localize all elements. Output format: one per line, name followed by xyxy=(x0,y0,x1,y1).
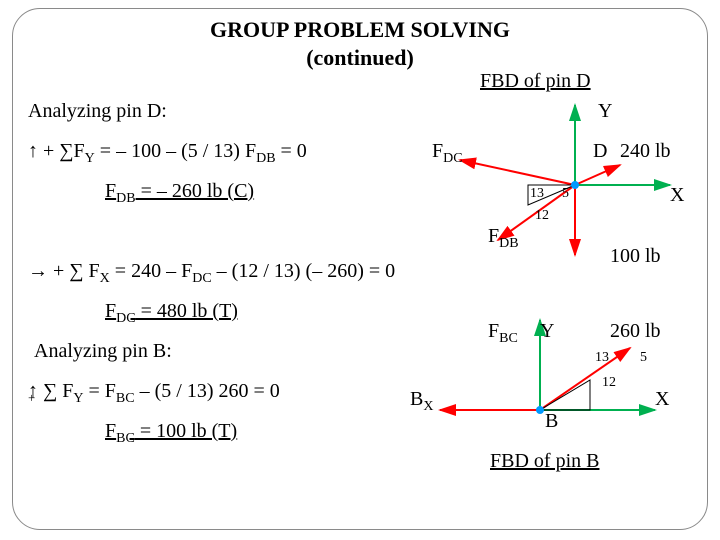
res3-pre: F xyxy=(105,420,116,442)
slide: GROUP PROBLEM SOLVING (continued) Analyz… xyxy=(0,0,720,540)
title-line2: (continued) xyxy=(306,45,414,70)
res2-end: = 480 lb (T) xyxy=(136,300,238,322)
fbd-b-fbc: FBC xyxy=(488,320,518,347)
fbd-d-12: 12 xyxy=(535,208,549,224)
eq3-plus: + xyxy=(28,390,35,406)
eq3-mid2: – (5 / 13) 260 = 0 xyxy=(135,380,280,402)
res3-end: = 100 lb (T) xyxy=(135,420,237,442)
fbd-b-13: 13 xyxy=(595,350,609,366)
eq2-mid: = 240 – F xyxy=(110,260,192,282)
result-fbc: FBC = 100 lb (T) xyxy=(105,420,237,447)
fbd-d-d: D xyxy=(593,140,607,163)
fbd-b-b: B xyxy=(545,410,558,433)
eq2: → + ∑ FX = 240 – FDC – (12 / 13) (– 260)… xyxy=(28,260,395,287)
fbd-b-x: X xyxy=(655,388,669,411)
title-line1: GROUP PROBLEM SOLVING xyxy=(210,17,510,42)
res3-sub: BC xyxy=(116,431,135,446)
fbd-b-bx: BX xyxy=(410,388,433,415)
res2-sub: DC xyxy=(116,311,135,326)
eq3: ↑ ∑ FY = FBC – (5 / 13) 260 = 0 xyxy=(28,380,280,407)
eq2-sub1: X xyxy=(100,271,110,286)
res1-sub: DB xyxy=(116,191,135,206)
fbd-d-5: 5 xyxy=(562,186,569,202)
fbd-d-100: 100 lb xyxy=(610,245,661,268)
eq3-sub2: BC xyxy=(116,391,135,406)
eq1-sub1: Y xyxy=(85,151,95,166)
analyze-b: Analyzing pin B: xyxy=(34,340,172,363)
analyze-d: Analyzing pin D: xyxy=(28,100,167,123)
fbd-d-240: 240 lb xyxy=(620,140,671,163)
res1-end: = – 260 lb (C) xyxy=(136,180,255,202)
result-fdb: FDB = – 260 lb (C) xyxy=(105,180,254,207)
res1-pre: F xyxy=(105,180,116,202)
eq1: ↑ + ∑FY = – 100 – (5 / 13) FDB = 0 xyxy=(28,140,307,167)
eq2-sub2: DC xyxy=(192,271,211,286)
eq3-mid: = F xyxy=(84,380,116,402)
fbd-d-y: Y xyxy=(598,100,612,123)
fbd-b-title: FBD of pin B xyxy=(490,450,599,473)
eq1-pre: ↑ + ∑F xyxy=(28,140,85,162)
eq3-sub1: Y xyxy=(73,391,83,406)
eq2-pre: → + ∑ F xyxy=(28,260,100,282)
eq1-mid: = – 100 – (5 / 13) F xyxy=(95,140,256,162)
slide-title: GROUP PROBLEM SOLVING (continued) xyxy=(0,16,720,71)
fbd-b-12: 12 xyxy=(602,375,616,391)
eq1-end: = 0 xyxy=(276,140,307,162)
fbd-d-title: FBD of pin D xyxy=(480,70,591,93)
eq1-sub2: DB xyxy=(256,151,275,166)
eq2-mid2: – (12 / 13) (– 260) = 0 xyxy=(212,260,395,282)
result-fdc: FDC = 480 lb (T) xyxy=(105,300,238,327)
fbd-d-fdc: FDC xyxy=(432,140,463,167)
fbd-d-13: 13 xyxy=(530,186,544,202)
fbd-d-fdb: FDB xyxy=(488,225,519,252)
res2-pre: F xyxy=(105,300,116,322)
fbd-b-260: 260 lb xyxy=(610,320,661,343)
fbd-b-5: 5 xyxy=(640,350,647,366)
fbd-d-x: X xyxy=(670,184,684,207)
fbd-b-y: Y xyxy=(540,320,554,343)
